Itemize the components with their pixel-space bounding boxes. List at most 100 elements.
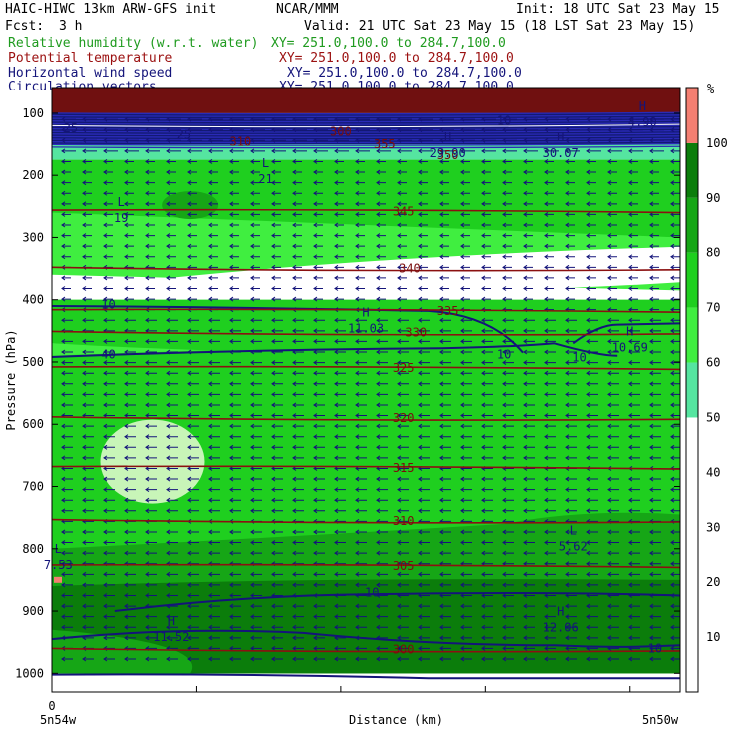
- wind-vector: [61, 423, 73, 429]
- wind-vector: [103, 603, 115, 609]
- wind-vector: [397, 381, 409, 387]
- wind-vector: [418, 635, 430, 641]
- wind-vector: [628, 127, 643, 133]
- wind-vector: [670, 222, 680, 228]
- wind-vector: [82, 381, 94, 387]
- wind-vector: [355, 391, 367, 397]
- wind-vector: [649, 328, 661, 334]
- wind-vector: [355, 497, 367, 503]
- wind-vector: [229, 254, 239, 260]
- wind-vector: [502, 455, 514, 461]
- wind-vector: [628, 423, 640, 429]
- wind-vector: [586, 508, 598, 514]
- wind-vector: [250, 243, 260, 249]
- wind-vector: [292, 148, 307, 154]
- wind-vector: [586, 571, 598, 577]
- wind-vector: [628, 317, 640, 323]
- wind-vector: [586, 137, 601, 143]
- wind-vector: [271, 645, 283, 651]
- wind-vector: [607, 116, 622, 122]
- wind-vector: [229, 243, 239, 249]
- wind-vector: [481, 360, 493, 366]
- wind-vector: [229, 381, 241, 387]
- wind-vector: [166, 550, 178, 556]
- wind-vector: [397, 423, 409, 429]
- wind-vector: [544, 349, 556, 355]
- wind-vector: [649, 233, 659, 238]
- wind-vector: [187, 148, 202, 154]
- wind-vector: [166, 582, 178, 588]
- wind-vector: [145, 159, 155, 164]
- wind-vector: [334, 444, 346, 450]
- wind-vector: [460, 349, 472, 355]
- wind-vector: [208, 624, 220, 630]
- wind-vector: [628, 159, 638, 164]
- wind-vector: [166, 391, 178, 397]
- wind-vector: [628, 137, 643, 143]
- wind-vector: [250, 466, 262, 471]
- wind-vector: [313, 211, 323, 217]
- wind-vector: [397, 603, 409, 609]
- wind-vector: [103, 360, 115, 366]
- wind-vector: [544, 444, 556, 450]
- wind-vector: [124, 614, 136, 620]
- rh-band-top: [52, 88, 680, 113]
- wind-vector: [649, 434, 661, 440]
- wind-vector: [124, 137, 139, 143]
- wind-vector: [481, 275, 491, 281]
- wind-vector: [670, 497, 680, 503]
- wind-vector: [481, 476, 493, 482]
- wind-vector: [271, 603, 283, 609]
- wind-vector: [187, 444, 199, 450]
- wind-vector: [208, 296, 218, 302]
- wind-vector: [166, 190, 176, 196]
- wind-vector: [418, 339, 430, 344]
- wind-vector: [145, 497, 157, 503]
- wind-vector: [271, 455, 283, 461]
- wind-vector: [502, 550, 514, 556]
- wind-vector: [439, 614, 451, 620]
- wind-vector: [103, 624, 115, 630]
- wind-vector: [607, 391, 619, 397]
- wind-vector: [565, 624, 577, 630]
- wind-vector: [481, 391, 493, 397]
- wind-vector: [376, 529, 388, 535]
- wind-vector: [145, 540, 157, 545]
- wind-vector: [586, 190, 596, 196]
- wind-vector: [208, 201, 218, 207]
- wind-vector: [208, 243, 218, 249]
- wind-vector: [208, 360, 220, 366]
- wind-vector: [313, 656, 325, 662]
- wind-vector: [670, 381, 680, 387]
- wind-vector: [376, 370, 388, 376]
- wind-vector: [376, 116, 391, 122]
- wind-vector: [397, 286, 407, 291]
- wind-vector: [250, 603, 262, 609]
- wind-vector: [460, 201, 470, 207]
- wind-vector: [292, 317, 304, 323]
- wind-vector: [271, 275, 281, 281]
- wind-vector: [250, 656, 262, 662]
- x-tick-label: 0: [48, 699, 55, 713]
- wind-vector: [565, 455, 577, 461]
- wind-vector: [418, 360, 430, 366]
- wind-vector: [124, 169, 134, 175]
- wind-vector: [250, 169, 260, 175]
- wind-vector: [61, 476, 73, 482]
- wind-vector: [103, 159, 113, 164]
- wind-vector: [565, 645, 577, 651]
- wind-vector: [397, 444, 409, 450]
- wind-vector: [502, 211, 512, 217]
- wind-vector: [397, 391, 409, 397]
- wind-vector: [670, 603, 680, 609]
- wind-vector: [166, 360, 178, 366]
- wind-vector: [334, 201, 344, 207]
- wind-vector: [628, 413, 640, 418]
- wind-vector: [124, 180, 134, 186]
- low-marker: L: [117, 195, 124, 209]
- wind-vector: [82, 582, 94, 588]
- wind-vector: [481, 529, 493, 535]
- wind-vector: [271, 444, 283, 450]
- wind-vector: [145, 275, 155, 281]
- wind-vector: [460, 434, 472, 440]
